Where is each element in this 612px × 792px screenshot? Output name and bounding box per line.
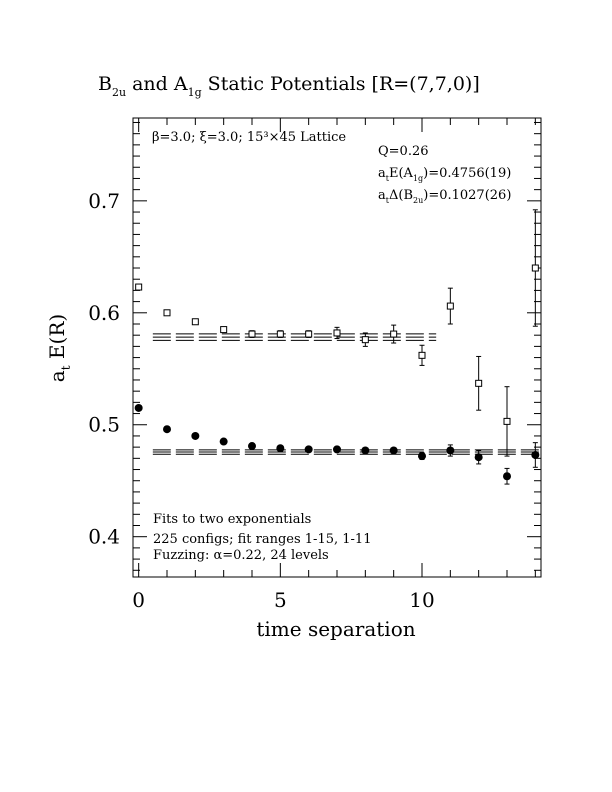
fit-bands [152,333,541,455]
plot-frame [132,117,542,578]
y-tick-label: 0.7 [88,189,120,213]
fit-annotation-1: Fits to two exponentials [153,512,311,527]
x-tick-label: 5 [274,588,287,612]
data-point-circle [503,472,511,481]
y-tick-label: 0.4 [88,525,120,549]
data-point-circle [361,446,370,455]
data-point-circle [531,450,540,459]
fit-annotation-3: Fuzzing: α=0.22, 24 levels [153,548,329,563]
data-point-circle [418,452,426,461]
data-point-square [390,330,398,338]
data-point-square [418,351,426,359]
data-points [134,209,540,485]
data-point-circle [276,444,285,453]
x-tick-label: 10 [409,588,434,612]
data-point-square [305,330,313,338]
fit-annotation-2: 225 configs; fit ranges 1-15, 1-11 [153,532,371,547]
chart-title: B2u and A1g Static Potentials [R=(7,7,0)… [98,73,480,99]
gap-annotation: atΔ(B2u)=0.1027(26) [378,188,511,205]
data-point-square [248,330,256,338]
x-axis-label: time separation [256,617,415,641]
data-point-circle [474,453,483,462]
data-point-square [531,264,539,272]
data-point-circle [304,445,313,454]
x-tick-label: 0 [132,588,145,612]
y-axis-label: at E(R) [45,314,73,382]
data-point-square [220,326,228,334]
data-point-circle [219,437,228,446]
data-point-square [361,336,369,344]
y-tick-label: 0.5 [88,413,120,437]
data-point-square [191,318,199,326]
axis-ticks: 0 5 10 0.4 0.5 0.6 0.7 [88,118,541,612]
data-point-square [276,330,284,338]
data-point-square [475,379,483,387]
data-point-circle [389,446,398,455]
data-point-square [135,283,143,291]
data-point-circle [248,442,256,451]
lattice-annotation: β=3.0; ξ=3.0; 15³×45 Lattice [152,130,346,145]
data-point-circle [134,403,143,412]
data-point-circle [333,445,341,454]
data-point-square [503,417,511,425]
energy-annotation: atE(A1g)=0.4756(19) [378,166,511,183]
data-point-circle [191,431,200,440]
data-point-square [163,309,171,317]
data-point-circle [446,446,455,455]
data-point-square [333,329,341,337]
data-point-circle [163,425,171,434]
data-point-square [446,302,454,310]
y-tick-label: 0.6 [88,301,120,325]
q-annotation: Q=0.26 [378,144,429,159]
